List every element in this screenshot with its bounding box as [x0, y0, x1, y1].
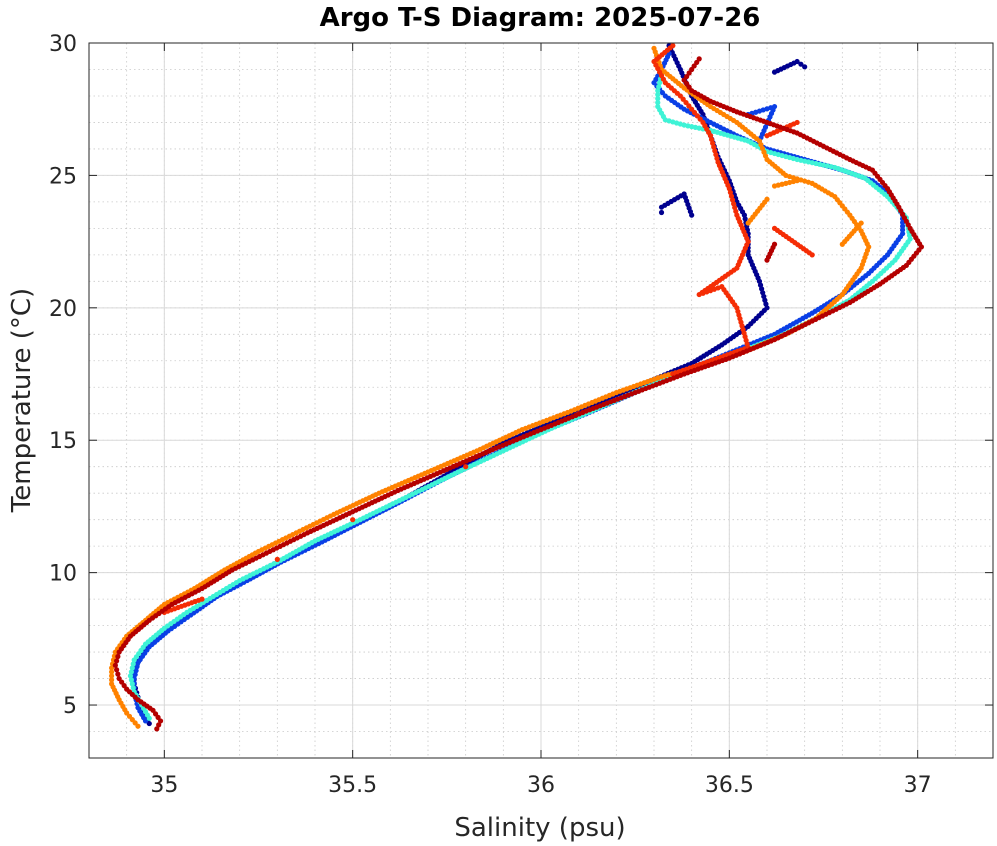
data-points: [109, 43, 925, 732]
y-axis-title: Temperature (°C): [7, 288, 37, 513]
y-tick-label: 20: [49, 297, 77, 322]
data-point: [809, 252, 815, 258]
data-point: [794, 58, 800, 65]
x-tick-label: 37: [904, 773, 932, 798]
y-tick-label: 25: [49, 164, 77, 189]
data-point: [794, 178, 800, 184]
data-point: [127, 673, 134, 679]
y-tick-label: 15: [49, 429, 77, 454]
data-point: [900, 223, 906, 229]
data-point: [900, 231, 906, 237]
chart-title: Argo T-S Diagram: 2025-07-26: [320, 3, 761, 33]
data-point: [655, 103, 661, 110]
x-tick-label: 35: [150, 773, 178, 798]
data-point: [114, 658, 120, 664]
data-point: [130, 661, 136, 667]
data-point: [128, 669, 134, 675]
data-point: [794, 119, 800, 126]
data-point: [764, 196, 770, 202]
data-point: [156, 722, 162, 728]
data-point: [114, 667, 120, 673]
data-point: [115, 653, 121, 660]
data-point: [128, 677, 134, 683]
data-point: [696, 56, 702, 62]
data-point: [689, 212, 695, 218]
data-point: [900, 227, 906, 233]
data-point: [802, 64, 808, 70]
data-point: [109, 677, 115, 683]
data-point: [839, 241, 845, 247]
data-point: [116, 675, 122, 682]
data-point: [129, 681, 135, 687]
x-axis-title: Salinity (psu): [454, 813, 625, 843]
data-point: [109, 665, 115, 671]
data-point: [112, 662, 118, 668]
data-point: [115, 671, 121, 677]
data-point: [109, 681, 115, 687]
data-point: [130, 685, 136, 691]
data-point: [129, 665, 135, 671]
series-6: [112, 56, 925, 732]
x-tick-labels: 35 35.5 36 36.5 37: [150, 773, 931, 798]
data-point: [109, 669, 115, 675]
data-point: [651, 45, 657, 51]
data-point: [463, 464, 469, 470]
data-point: [350, 517, 356, 523]
x-tick-label: 35.5: [328, 773, 377, 798]
data-point: [133, 668, 139, 674]
x-tick-label: 36: [527, 773, 555, 798]
data-point: [132, 671, 138, 678]
axis-ticks: [89, 42, 993, 758]
y-tick-labels: 5 10 15 20 25 30: [49, 32, 77, 719]
y-tick-label: 5: [63, 694, 77, 719]
data-point: [670, 43, 676, 49]
data-point: [154, 726, 160, 732]
data-point: [658, 209, 665, 216]
series-5: [161, 43, 815, 615]
data-point: [134, 664, 140, 670]
y-tick-label: 10: [49, 562, 77, 587]
y-tick-label: 30: [49, 32, 77, 57]
data-point: [199, 596, 205, 602]
data-point: [655, 88, 661, 94]
data-point: [655, 96, 661, 102]
data-point: [655, 92, 661, 98]
data-point: [798, 61, 804, 67]
data-point: [657, 80, 663, 86]
data-point: [656, 84, 662, 90]
data-point: [109, 673, 115, 679]
data-point: [135, 705, 141, 711]
x-tick-label: 36.5: [705, 773, 754, 798]
data-point: [771, 241, 778, 247]
data-point: [655, 99, 661, 106]
data-point: [274, 556, 280, 562]
